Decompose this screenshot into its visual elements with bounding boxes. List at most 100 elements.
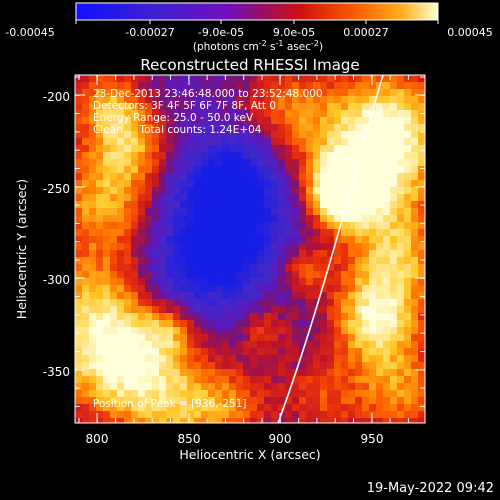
heatmap-cell (306, 96, 313, 103)
heatmap-cell (285, 418, 292, 423)
heatmap-cell (362, 110, 369, 117)
heatmap-cell (404, 222, 411, 229)
heatmap-cell (320, 201, 327, 208)
heatmap-cell (264, 369, 271, 376)
heatmap-cell (348, 355, 355, 362)
heatmap-cell (418, 173, 425, 180)
heatmap-cell (362, 250, 369, 257)
heatmap-cell (327, 152, 334, 159)
heatmap-cell (257, 306, 264, 313)
heatmap-cell (243, 166, 250, 173)
heatmap-cell (208, 194, 215, 201)
heatmap-cell (411, 250, 418, 257)
heatmap-cell (124, 383, 131, 390)
heatmap-cell (152, 145, 159, 152)
heatmap-cell (229, 145, 236, 152)
heatmap-cell (236, 117, 243, 124)
heatmap-cell (278, 355, 285, 362)
heatmap-cell (397, 243, 404, 250)
heatmap-cell (243, 117, 250, 124)
heatmap-cell (145, 369, 152, 376)
heatmap-cell (306, 292, 313, 299)
heatmap-cell (110, 313, 117, 320)
heatmap-cell (306, 355, 313, 362)
heatmap-cell (250, 313, 257, 320)
heatmap-cell (194, 278, 201, 285)
heatmap-cell (411, 89, 418, 96)
heatmap-cell (152, 362, 159, 369)
heatmap-cell (271, 292, 278, 299)
heatmap-cell (355, 173, 362, 180)
heatmap-cell (299, 397, 306, 404)
heatmap-cell (222, 145, 229, 152)
heatmap-cell (194, 341, 201, 348)
heatmap-cell (103, 341, 110, 348)
heatmap-cell (180, 404, 187, 411)
heatmap-cell (208, 404, 215, 411)
heatmap-cell (222, 166, 229, 173)
heatmap-cell (285, 75, 292, 82)
heatmap-cell (383, 145, 390, 152)
heatmap-cell (257, 397, 264, 404)
heatmap-cell (75, 208, 82, 215)
heatmap-cell (96, 208, 103, 215)
heatmap-cell (313, 334, 320, 341)
heatmap-cell (397, 418, 404, 423)
heatmap-cell (397, 313, 404, 320)
heatmap-cell (187, 208, 194, 215)
heatmap-cell (180, 418, 187, 423)
heatmap-cell (418, 166, 425, 173)
heatmap-cell (376, 166, 383, 173)
heatmap-cell (236, 159, 243, 166)
heatmap-cell (292, 299, 299, 306)
heatmap-cell (285, 264, 292, 271)
heatmap-cell (89, 187, 96, 194)
heatmap-cell (110, 299, 117, 306)
heatmap-cell (306, 194, 313, 201)
heatmap-cell (334, 320, 341, 327)
heatmap-cell (341, 173, 348, 180)
heatmap-cell (124, 82, 131, 89)
heatmap-cell (320, 355, 327, 362)
heatmap-cell (278, 278, 285, 285)
heatmap-cell (194, 138, 201, 145)
heatmap-cell (75, 376, 82, 383)
heatmap-cell (187, 250, 194, 257)
heatmap-cell (222, 250, 229, 257)
heatmap-cell (152, 306, 159, 313)
heatmap-cell (152, 166, 159, 173)
heatmap-cell (236, 292, 243, 299)
heatmap-cell (299, 145, 306, 152)
heatmap-cell (404, 131, 411, 138)
heatmap-cell (110, 390, 117, 397)
heatmap-cell (243, 278, 250, 285)
heatmap-cell (152, 390, 159, 397)
heatmap-cell (201, 313, 208, 320)
heatmap-cell (208, 383, 215, 390)
heatmap-cell (173, 376, 180, 383)
heatmap-cell (278, 110, 285, 117)
heatmap-cell (96, 271, 103, 278)
heatmap-cell (383, 229, 390, 236)
heatmap-cell (397, 362, 404, 369)
heatmap-cell (355, 411, 362, 418)
heatmap-cell (369, 383, 376, 390)
heatmap-cell (390, 138, 397, 145)
heatmap-cell (383, 96, 390, 103)
heatmap-cell (229, 292, 236, 299)
heatmap-cell (110, 194, 117, 201)
heatmap-cell (152, 292, 159, 299)
heatmap-cell (397, 299, 404, 306)
heatmap-cell (222, 334, 229, 341)
heatmap-cell (173, 96, 180, 103)
heatmap-cell (271, 96, 278, 103)
heatmap-cell (390, 404, 397, 411)
heatmap-cell (320, 306, 327, 313)
heatmap-cell (404, 320, 411, 327)
heatmap-cell (222, 264, 229, 271)
heatmap-cell (138, 278, 145, 285)
heatmap-cell (201, 208, 208, 215)
heatmap-cell (145, 362, 152, 369)
heatmap-cell (397, 222, 404, 229)
